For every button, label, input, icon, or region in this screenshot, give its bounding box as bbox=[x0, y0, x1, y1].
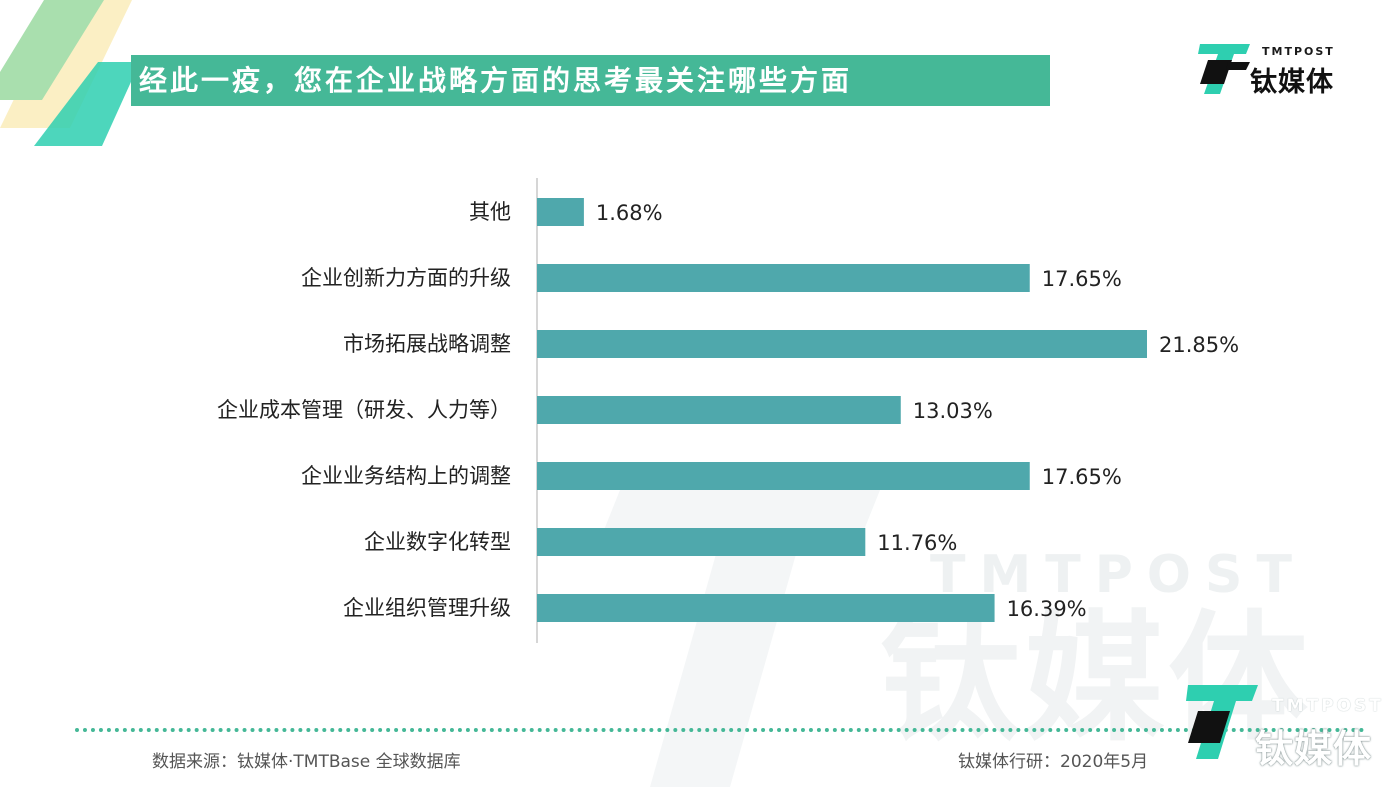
watermark-chinese: 钛媒体 bbox=[880, 598, 1313, 761]
tmtpost-logo-icon bbox=[1198, 44, 1250, 94]
category-label: 企业创新力方面的升级 bbox=[301, 266, 511, 290]
research-credit: 钛媒体行研：2020年5月 bbox=[958, 752, 1149, 772]
data-label: 1.68% bbox=[596, 201, 663, 225]
category-label: 企业业务结构上的调整 bbox=[301, 464, 511, 488]
watermark-logo-icon bbox=[600, 490, 880, 787]
footer-logo-chinese: 钛媒体 bbox=[1255, 727, 1373, 771]
logo-chinese: 钛媒体 bbox=[1250, 67, 1334, 98]
data-source: 数据来源：钛媒体·TMTBase 全球数据库 bbox=[152, 752, 461, 772]
bar bbox=[537, 264, 1030, 292]
category-label: 市场拓展战略调整 bbox=[343, 332, 511, 356]
data-label: 17.65% bbox=[1042, 465, 1122, 489]
data-label: 17.65% bbox=[1042, 267, 1122, 291]
bar bbox=[537, 396, 901, 424]
bar bbox=[537, 528, 866, 556]
chart-title: 经此一疫，您在企业战略方面的思考最关注哪些方面 bbox=[139, 64, 853, 97]
bar bbox=[537, 198, 584, 226]
category-label: 企业数字化转型 bbox=[364, 530, 511, 554]
category-label: 企业成本管理（研发、人力等） bbox=[217, 398, 511, 422]
category-label: 其他 bbox=[469, 200, 511, 224]
bar bbox=[537, 594, 995, 622]
bar bbox=[537, 330, 1147, 358]
footer-logo-icon bbox=[1186, 685, 1258, 759]
footer-logo-english: TMTPOST bbox=[1272, 696, 1384, 716]
data-label: 16.39% bbox=[1007, 597, 1087, 621]
corner-stripes-decoration bbox=[0, 0, 140, 146]
title-banner bbox=[131, 55, 1050, 106]
data-label: 13.03% bbox=[913, 399, 993, 423]
data-label: 11.76% bbox=[877, 531, 957, 555]
bar bbox=[537, 462, 1030, 490]
category-label: 企业组织管理升级 bbox=[343, 596, 511, 620]
data-label: 21.85% bbox=[1159, 333, 1239, 357]
logo-english: TMTPOST bbox=[1262, 45, 1335, 58]
footer-divider bbox=[75, 728, 1365, 736]
